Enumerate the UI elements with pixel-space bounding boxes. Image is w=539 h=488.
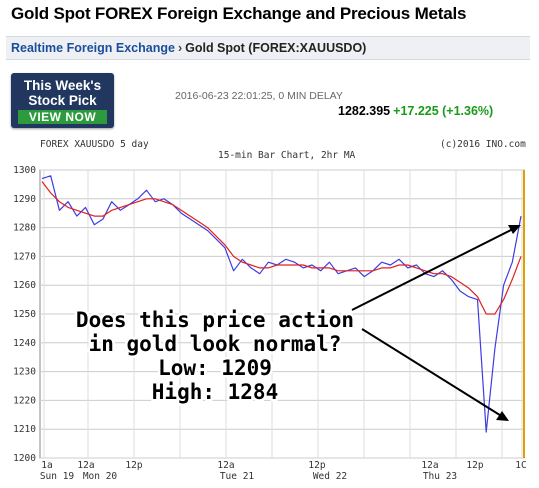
quote-change: +17.225 (+1.36%) (393, 104, 494, 118)
y-tick-label: 1210 (13, 424, 36, 435)
quote-price: 1282.395 (338, 104, 391, 118)
y-tick-label: 1230 (13, 367, 36, 378)
arrow-to-high (351, 227, 516, 311)
arrow-to-low (361, 328, 504, 418)
moving-average-line (41, 181, 522, 315)
y-tick-label: 1290 (13, 194, 36, 205)
x-day-label: Sun 19 (40, 471, 75, 482)
y-tick-label: 1200 (13, 453, 36, 464)
x-day-label: Wed 22 (313, 471, 347, 482)
x-tick-label: 1a (41, 460, 52, 471)
stock-pick-ad[interactable]: This Week's Stock Pick VIEW NOW (11, 73, 114, 128)
x-day-label: Tue 21 (220, 471, 255, 482)
price-chart: FOREX XAUUSDO 5 day 15-min Bar Chart, 2h… (0, 130, 539, 488)
annotation-line1: Does this price action (76, 308, 354, 332)
y-tick-label: 1270 (13, 251, 36, 262)
arrow-head-low-icon (496, 411, 509, 421)
y-tick-label: 1240 (13, 338, 36, 349)
ad-headline-line2: Stock Pick (28, 93, 97, 108)
chart-annotation: Does this price action in gold look norm… (73, 225, 521, 421)
x-tick-label: 12p (466, 460, 483, 471)
y-tick-label: 1280 (13, 223, 36, 234)
x-tick-label: 12a (77, 460, 94, 471)
x-day-label: Thu 23 (423, 471, 457, 482)
view-now-button[interactable]: VIEW NOW (18, 110, 107, 124)
quote-line: 1282.395 +17.225 (+1.36%) (338, 104, 493, 118)
breadcrumb-link-realtime-forex[interactable]: Realtime Foreign Exchange (11, 41, 175, 55)
x-tick-label: 1C (515, 460, 526, 471)
breadcrumb-current: Gold Spot (FOREX:XAUUSDO) (185, 41, 367, 55)
chart-header-left: FOREX XAUUSDO 5 day (40, 139, 149, 150)
breadcrumb-separator-icon: › (177, 41, 183, 55)
annotation-low: Low: 1209 (158, 356, 272, 380)
chart-header-center: 15-min Bar Chart, 2hr MA (218, 150, 356, 161)
annotation-high: High: 1284 (152, 380, 278, 404)
x-tick-label: 12a (421, 460, 438, 471)
breadcrumb: Realtime Foreign Exchange › Gold Spot (FOR… (6, 36, 530, 60)
page-title: Gold Spot FOREX Foreign Exchange and Pre… (11, 4, 467, 23)
x-tick-label: 12p (125, 460, 142, 471)
chart-axes: 1300 1290 1280 1270 1260 1250 1240 1230 1220 1210… (13, 165, 527, 482)
y-tick-label: 1260 (13, 280, 36, 291)
chart-grid (39, 169, 525, 459)
x-day-label: Mon 20 (83, 471, 118, 482)
x-tick-label: 12p (308, 460, 325, 471)
ad-headline-line1: This Week's (23, 78, 102, 93)
y-tick-label: 1220 (13, 395, 36, 406)
quote-timestamp: 2016-06-23 22:01:25, 0 MIN DELAY (175, 90, 343, 102)
x-tick-label: 12a (217, 460, 234, 471)
chart-svg: FOREX XAUUSDO 5 day 15-min Bar Chart, 2h… (13, 139, 527, 482)
arrow-head-high-icon (508, 225, 521, 234)
annotation-line2: in gold look normal? (89, 332, 342, 356)
chart-series (41, 170, 525, 458)
y-tick-label: 1250 (13, 309, 36, 320)
price-line (41, 175, 522, 433)
chart-header-right: (c)2016 INO.com (440, 139, 526, 150)
y-tick-label: 1300 (13, 165, 36, 176)
